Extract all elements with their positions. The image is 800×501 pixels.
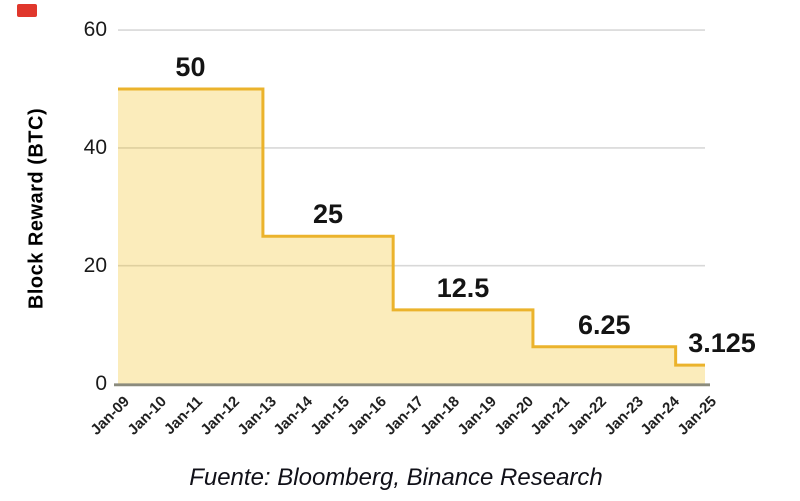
- y-tick-label-40: 40: [83, 135, 107, 159]
- step-line: [118, 87, 705, 367]
- data-label-3.125: 3.125: [688, 328, 756, 359]
- area-fill: [118, 89, 705, 384]
- data-label-6.25: 6.25: [578, 309, 631, 340]
- y-tick-label-20: 20: [83, 253, 107, 277]
- y-tick-label-0: 0: [95, 371, 107, 395]
- red-marker-icon: [17, 4, 37, 17]
- data-label-25: 25: [313, 199, 344, 230]
- y-tick-label-60: 60: [83, 18, 107, 42]
- source-caption: Fuente: Bloomberg, Binance Research: [189, 464, 603, 491]
- data-label-50: 50: [175, 52, 206, 82]
- data-label-12.5: 12.5: [436, 272, 490, 303]
